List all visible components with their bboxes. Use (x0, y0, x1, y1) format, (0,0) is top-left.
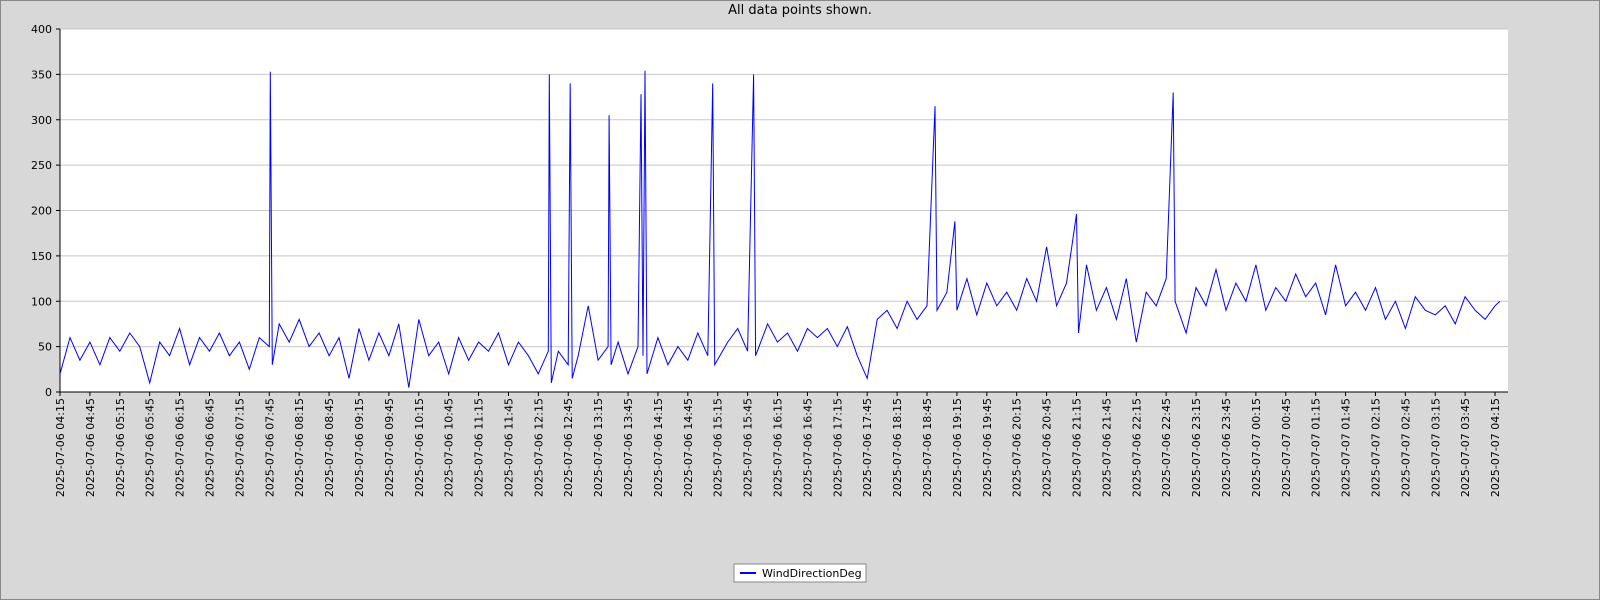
y-tick-label: 0 (45, 386, 52, 399)
x-tick-label: 2025-07-06 21:15 (1070, 398, 1083, 497)
x-tick-label: 2025-07-07 03:45 (1459, 398, 1472, 497)
x-tick-label: 2025-07-06 09:15 (353, 398, 366, 497)
x-tick-label: 2025-07-07 01:15 (1310, 398, 1323, 497)
x-tick-label: 2025-07-07 04:15 (1489, 398, 1502, 497)
x-tick-label: 2025-07-07 02:45 (1399, 398, 1412, 497)
x-tick-label: 2025-07-06 14:15 (652, 398, 665, 497)
x-tick-label: 2025-07-06 19:45 (981, 398, 994, 497)
x-tick-label: 2025-07-06 12:15 (532, 398, 545, 497)
y-tick-label: 300 (31, 114, 52, 127)
y-tick-label: 400 (31, 23, 52, 36)
x-tick-label: 2025-07-06 07:45 (263, 398, 276, 497)
x-tick-label: 2025-07-06 23:45 (1220, 398, 1233, 497)
x-tick-label: 2025-07-06 17:45 (861, 398, 874, 497)
x-tick-label: 2025-07-06 16:15 (772, 398, 785, 497)
x-tick-label: 2025-07-06 12:45 (562, 398, 575, 497)
x-tick-label: 2025-07-06 20:45 (1041, 398, 1054, 497)
x-tick-label: 2025-07-06 18:45 (921, 398, 934, 497)
data-line (59, 70, 1501, 388)
x-tick-label: 2025-07-06 16:45 (801, 398, 814, 497)
x-tick-label: 2025-07-06 15:15 (712, 398, 725, 497)
x-tick-label: 2025-07-06 17:15 (831, 398, 844, 497)
x-tick-label: 2025-07-06 06:15 (174, 398, 187, 497)
x-tick-label: 2025-07-07 01:45 (1340, 398, 1353, 497)
x-tick-label: 2025-07-06 22:45 (1160, 398, 1173, 497)
y-tick-label: 50 (38, 341, 52, 354)
x-tick-label: 2025-07-06 11:45 (502, 398, 515, 497)
x-tick-label: 2025-07-06 04:45 (84, 398, 97, 497)
x-tick-label: 2025-07-06 10:45 (443, 398, 456, 497)
x-tick-label: 2025-07-06 18:15 (891, 398, 904, 497)
x-tick-label: 2025-07-06 05:45 (144, 398, 157, 497)
x-tick-label: 2025-07-06 13:45 (622, 398, 635, 497)
x-tick-label: 2025-07-06 08:15 (293, 398, 306, 497)
x-tick-label: 2025-07-06 22:15 (1130, 398, 1143, 497)
x-tick-label: 2025-07-07 00:15 (1250, 398, 1263, 497)
x-tick-label: 2025-07-06 15:45 (742, 398, 755, 497)
x-tick-label: 2025-07-06 10:15 (413, 398, 426, 497)
x-tick-label: 2025-07-06 11:15 (473, 398, 486, 497)
x-tick-label: 2025-07-06 13:15 (592, 398, 605, 497)
x-tick-label: 2025-07-06 14:45 (682, 398, 695, 497)
x-tick-label: 2025-07-06 08:45 (323, 398, 336, 497)
x-tick-label: 2025-07-07 00:45 (1280, 398, 1293, 497)
x-tick-label: 2025-07-06 06:45 (203, 398, 216, 497)
x-tick-label: 2025-07-06 23:15 (1190, 398, 1203, 497)
x-tick-label: 2025-07-06 04:15 (54, 398, 67, 497)
x-tick-label: 2025-07-06 05:15 (114, 398, 127, 497)
y-tick-label: 350 (31, 68, 52, 81)
x-tick-label: 2025-07-06 19:15 (951, 398, 964, 497)
legend-label: WindDirectionDeg (762, 567, 862, 580)
x-tick-label: 2025-07-06 07:15 (233, 398, 246, 497)
x-tick-label: 2025-07-07 02:15 (1369, 398, 1382, 497)
x-tick-label: 2025-07-06 09:45 (383, 398, 396, 497)
legend-box (733, 563, 867, 583)
x-tick-label: 2025-07-06 20:15 (1011, 398, 1024, 497)
y-tick-label: 100 (31, 295, 52, 308)
x-tick-label: 2025-07-07 03:15 (1429, 398, 1442, 497)
y-tick-label: 250 (31, 159, 52, 172)
chart-title: All data points shown. (728, 3, 872, 18)
x-tick-label: 2025-07-06 21:45 (1100, 398, 1113, 497)
y-tick-label: 150 (31, 250, 52, 263)
y-tick-label: 200 (31, 205, 52, 218)
